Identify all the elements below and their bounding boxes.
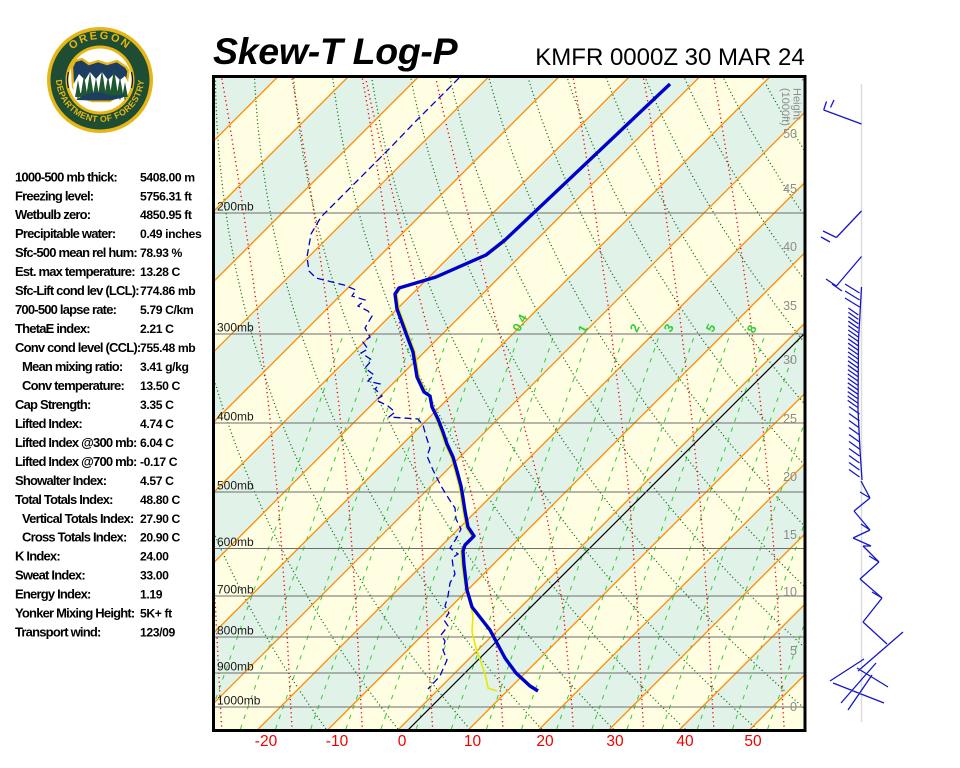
- svg-text:755.48 mb: 755.48 mb: [140, 341, 195, 355]
- svg-text:Freezing level:: Freezing level:: [15, 188, 94, 203]
- svg-text:0: 0: [398, 733, 407, 750]
- svg-text:Est. max temperature:: Est. max temperature:: [15, 264, 135, 279]
- svg-text:45: 45: [783, 182, 797, 196]
- svg-text:774.86 mb: 774.86 mb: [140, 284, 195, 298]
- svg-text:5756.31 ft: 5756.31 ft: [140, 189, 192, 203]
- svg-text:25: 25: [783, 412, 797, 426]
- svg-text:30: 30: [783, 353, 797, 367]
- svg-text:4850.95 ft: 4850.95 ft: [140, 208, 192, 222]
- svg-text:40: 40: [676, 733, 694, 750]
- svg-text:15: 15: [783, 528, 797, 542]
- svg-text:123/09: 123/09: [140, 626, 175, 640]
- svg-text:KMFR 0000Z 30 MAR 24: KMFR 0000Z 30 MAR 24: [535, 44, 804, 71]
- svg-text:-20: -20: [255, 733, 278, 750]
- svg-text:Sfc-500 mean rel hum:: Sfc-500 mean rel hum:: [15, 245, 137, 260]
- svg-text:33.00: 33.00: [140, 569, 169, 583]
- svg-text:1.19: 1.19: [140, 588, 163, 602]
- svg-text:600mb: 600mb: [217, 535, 254, 549]
- svg-text:78.93 %: 78.93 %: [140, 246, 182, 260]
- svg-text:700mb: 700mb: [217, 583, 254, 597]
- svg-text:10: 10: [783, 585, 797, 599]
- svg-text:20: 20: [536, 733, 554, 750]
- svg-text:5408.00 m: 5408.00 m: [140, 170, 195, 184]
- svg-text:1000mb: 1000mb: [217, 694, 261, 708]
- svg-text:(1000ft): (1000ft): [779, 88, 791, 126]
- svg-text:200mb: 200mb: [217, 200, 254, 214]
- svg-text:Conv temperature:: Conv temperature:: [22, 378, 124, 393]
- svg-text:Lifted Index:: Lifted Index:: [15, 416, 82, 431]
- svg-text:5: 5: [790, 644, 797, 658]
- svg-text:3.35 C: 3.35 C: [140, 398, 174, 412]
- svg-text:-10: -10: [326, 733, 349, 750]
- svg-text:13.50 C: 13.50 C: [140, 379, 180, 393]
- svg-text:13.28 C: 13.28 C: [140, 265, 180, 279]
- svg-text:800mb: 800mb: [217, 624, 254, 638]
- svg-text:700-500 lapse rate:: 700-500 lapse rate:: [15, 302, 117, 317]
- svg-text:Cross Totals Index:: Cross Totals Index:: [22, 530, 127, 545]
- svg-text:Showalter Index:: Showalter Index:: [15, 473, 107, 488]
- svg-text:Skew-T Log-P: Skew-T Log-P: [213, 30, 459, 72]
- svg-text:Transport wind:: Transport wind:: [15, 625, 101, 640]
- svg-text:Total Totals Index:: Total Totals Index:: [15, 492, 113, 507]
- svg-text:30: 30: [606, 733, 624, 750]
- svg-text:Mean mixing ratio:: Mean mixing ratio:: [22, 359, 123, 374]
- svg-text:50: 50: [744, 733, 762, 750]
- svg-text:40: 40: [783, 240, 797, 254]
- svg-text:ThetaE index:: ThetaE index:: [15, 321, 90, 336]
- svg-text:24.00: 24.00: [140, 550, 169, 564]
- svg-text:Precipitable water:: Precipitable water:: [15, 226, 116, 241]
- svg-text:Height: Height: [791, 88, 803, 120]
- svg-text:500mb: 500mb: [217, 479, 254, 493]
- svg-text:Yonker Mixing Height:: Yonker Mixing Height:: [15, 606, 135, 621]
- svg-text:Wetbulb zero:: Wetbulb zero:: [15, 207, 91, 222]
- svg-text:Sfc-Lift cond lev (LCL):: Sfc-Lift cond lev (LCL):: [15, 283, 139, 298]
- svg-text:27.90 C: 27.90 C: [140, 512, 180, 526]
- svg-text:Sweat Index:: Sweat Index:: [15, 568, 85, 583]
- svg-text:Lifted Index @700 mb:: Lifted Index @700 mb:: [15, 454, 137, 469]
- svg-text:900mb: 900mb: [217, 660, 254, 674]
- svg-text:1000-500 mb thick:: 1000-500 mb thick:: [15, 169, 117, 184]
- svg-text:5K+ ft: 5K+ ft: [140, 607, 172, 621]
- svg-text:4.74 C: 4.74 C: [140, 417, 174, 431]
- svg-text:48.80 C: 48.80 C: [140, 493, 180, 507]
- svg-text:2.21 C: 2.21 C: [140, 322, 174, 336]
- svg-text:6.04 C: 6.04 C: [140, 436, 174, 450]
- svg-text:300mb: 300mb: [217, 321, 254, 335]
- svg-text:0: 0: [790, 700, 797, 714]
- svg-text:5.79 C/km: 5.79 C/km: [140, 303, 194, 317]
- svg-text:Lifted Index @300 mb:: Lifted Index @300 mb:: [15, 435, 137, 450]
- svg-text:Cap Strength:: Cap Strength:: [15, 397, 91, 412]
- svg-text:3.41 g/kg: 3.41 g/kg: [140, 360, 189, 374]
- svg-text:50: 50: [783, 127, 797, 141]
- svg-text:K Index:: K Index:: [15, 549, 60, 564]
- svg-text:20: 20: [783, 470, 797, 484]
- svg-text:0.49 inches: 0.49 inches: [140, 227, 202, 241]
- svg-text:20.90 C: 20.90 C: [140, 531, 180, 545]
- svg-text:4.57 C: 4.57 C: [140, 474, 174, 488]
- svg-text:400mb: 400mb: [217, 410, 254, 424]
- svg-text:-0.17 C: -0.17 C: [140, 455, 178, 469]
- svg-text:10: 10: [464, 733, 482, 750]
- svg-text:Vertical Totals Index:: Vertical Totals Index:: [22, 511, 134, 526]
- svg-text:Conv cond level (CCL):: Conv cond level (CCL):: [15, 340, 141, 355]
- svg-text:35: 35: [783, 299, 797, 313]
- svg-text:Energy Index:: Energy Index:: [15, 587, 91, 602]
